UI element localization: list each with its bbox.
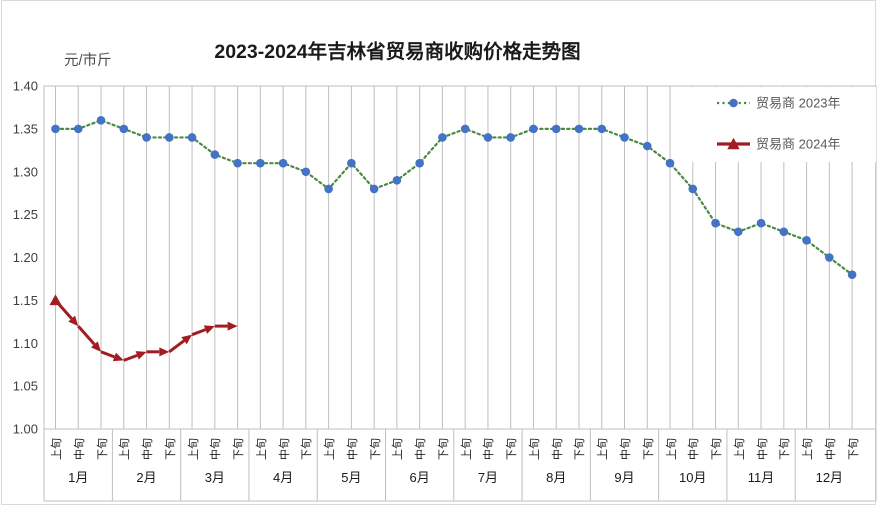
svg-text:9月: 9月 xyxy=(614,470,634,485)
svg-text:贸易商 2023年: 贸易商 2023年 xyxy=(756,96,841,111)
svg-text:5月: 5月 xyxy=(341,470,361,485)
svg-text:10月: 10月 xyxy=(679,470,706,485)
svg-text:贸易商 2024年: 贸易商 2024年 xyxy=(756,137,841,152)
svg-text:1.10: 1.10 xyxy=(13,336,38,351)
svg-text:1.05: 1.05 xyxy=(13,379,38,394)
svg-text:1.35: 1.35 xyxy=(13,121,38,136)
svg-text:1月: 1月 xyxy=(68,470,88,485)
svg-text:1.20: 1.20 xyxy=(13,250,38,265)
svg-text:1.40: 1.40 xyxy=(13,79,38,94)
svg-text:7月: 7月 xyxy=(478,470,498,485)
svg-text:11月: 11月 xyxy=(748,470,775,485)
svg-text:8月: 8月 xyxy=(546,470,566,485)
svg-text:1.15: 1.15 xyxy=(13,293,38,308)
svg-text:1.25: 1.25 xyxy=(13,207,38,222)
svg-text:2月: 2月 xyxy=(136,470,156,485)
svg-text:1.00: 1.00 xyxy=(13,422,38,437)
svg-text:3月: 3月 xyxy=(205,470,225,485)
svg-text:12月: 12月 xyxy=(816,470,843,485)
svg-text:6月: 6月 xyxy=(410,470,430,485)
svg-text:1.30: 1.30 xyxy=(13,164,38,179)
svg-text:4月: 4月 xyxy=(273,470,293,485)
